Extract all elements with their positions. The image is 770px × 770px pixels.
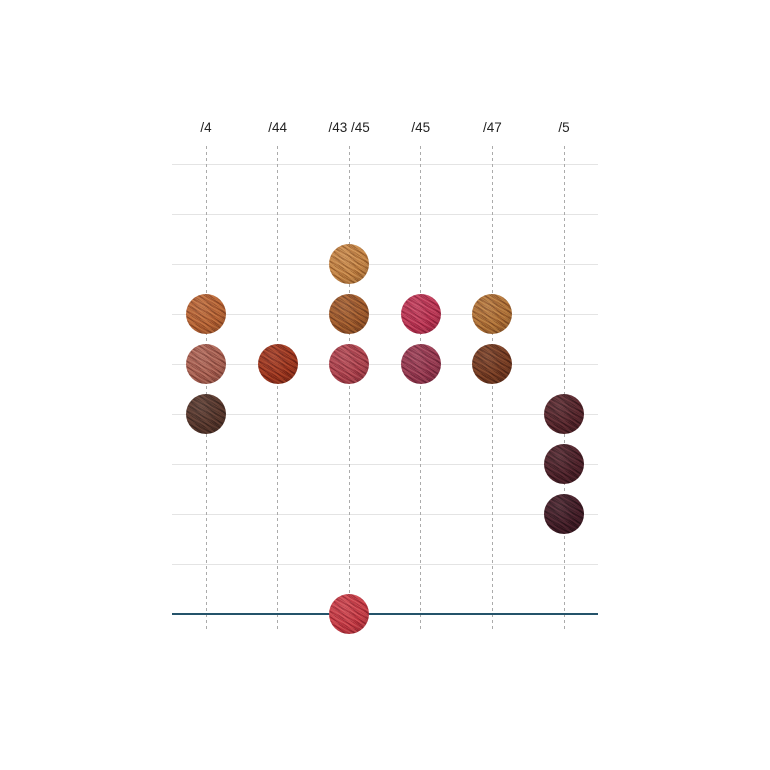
- hair-swatch-4-row4[interactable]: [186, 344, 226, 384]
- gridline: [172, 464, 598, 465]
- column-guide-line: [420, 146, 422, 630]
- gridline: [172, 514, 598, 515]
- hair-swatch-4-row3[interactable]: [186, 294, 226, 334]
- gridline: [172, 364, 598, 365]
- column-label: /47: [483, 120, 502, 135]
- column-label: /45: [411, 120, 431, 135]
- hair-swatch-4345-row9[interactable]: [329, 594, 370, 634]
- gridline: [172, 264, 598, 265]
- column-label: /44: [268, 120, 287, 135]
- hair-swatch-45-row3[interactable]: [400, 294, 441, 334]
- hair-swatch-47-row3[interactable]: [472, 294, 513, 334]
- gridline: [172, 414, 598, 415]
- hair-swatch-5-row6[interactable]: [544, 444, 584, 484]
- column-guide-line: [348, 146, 350, 630]
- gridline: [172, 214, 598, 215]
- column-label: /43 /45: [328, 120, 370, 135]
- hair-swatch-44-row4[interactable]: [257, 344, 298, 384]
- column-guide-line: [277, 146, 279, 630]
- gridline: [172, 314, 598, 315]
- column-guide-line: [205, 146, 207, 630]
- hair-swatch-5-row5[interactable]: [544, 394, 584, 434]
- gridline: [172, 164, 598, 165]
- column-guide-line: [563, 146, 565, 630]
- column-label: /5: [558, 120, 570, 135]
- hair-swatch-5-row7[interactable]: [544, 494, 584, 534]
- baseline-axis: [172, 613, 598, 615]
- gridline: [172, 564, 598, 565]
- hair-swatch-47-row4[interactable]: [472, 344, 513, 384]
- hair-swatch-4345-row4[interactable]: [329, 344, 370, 384]
- column-label: /4: [200, 120, 212, 135]
- column-guide-line: [491, 146, 493, 630]
- hair-swatch-4345-row2[interactable]: [329, 244, 370, 284]
- hair-swatch-45-row4[interactable]: [400, 344, 441, 384]
- hair-swatch-4-row5[interactable]: [186, 394, 226, 434]
- hair-swatch-4345-row3[interactable]: [329, 294, 370, 334]
